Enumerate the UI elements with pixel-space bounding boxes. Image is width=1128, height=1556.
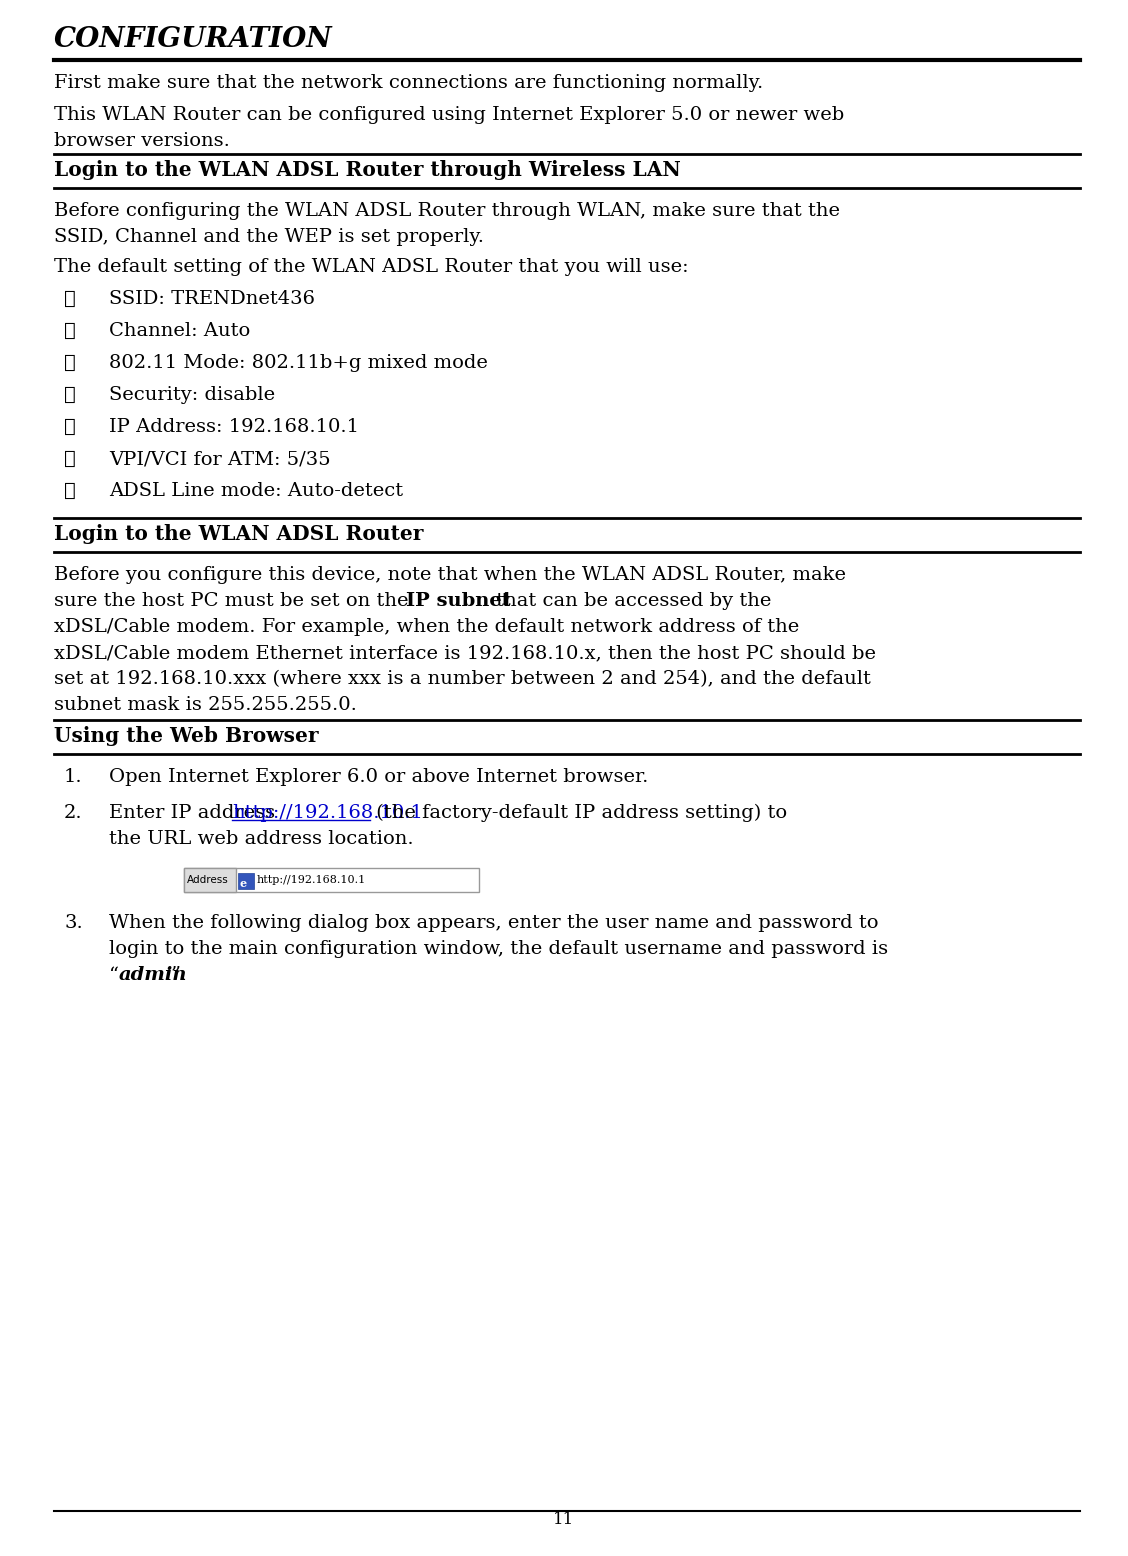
Text: 802.11 Mode: 802.11b+g mixed mode: 802.11 Mode: 802.11b+g mixed mode <box>109 355 488 372</box>
Text: First make sure that the network connections are functioning normally.: First make sure that the network connect… <box>54 75 764 92</box>
Text: Before you configure this device, note that when the WLAN ADSL Router, make: Before you configure this device, note t… <box>54 566 846 584</box>
Text: ✓: ✓ <box>64 482 76 499</box>
Text: ✓: ✓ <box>64 355 76 372</box>
Text: ”.: ”. <box>171 966 187 983</box>
Text: Open Internet Explorer 6.0 or above Internet browser.: Open Internet Explorer 6.0 or above Inte… <box>109 769 649 786</box>
Text: CONFIGURATION: CONFIGURATION <box>54 26 333 53</box>
Text: xDSL/Cable modem. For example, when the default network address of the: xDSL/Cable modem. For example, when the … <box>54 618 800 636</box>
Text: that can be accessed by the: that can be accessed by the <box>490 591 772 610</box>
Text: ✓: ✓ <box>64 419 76 436</box>
Text: the URL web address location.: the URL web address location. <box>109 829 414 848</box>
Text: sure the host PC must be set on the: sure the host PC must be set on the <box>54 591 415 610</box>
Text: This WLAN Router can be configured using Internet Explorer 5.0 or newer web: This WLAN Router can be configured using… <box>54 106 844 124</box>
Text: 2.: 2. <box>64 804 82 822</box>
Text: Login to the WLAN ADSL Router: Login to the WLAN ADSL Router <box>54 524 423 545</box>
Bar <box>184 868 236 892</box>
Text: SSID: TRENDnet436: SSID: TRENDnet436 <box>109 289 315 308</box>
Text: Address: Address <box>187 874 229 885</box>
Text: Before configuring the WLAN ADSL Router through WLAN, make sure that the: Before configuring the WLAN ADSL Router … <box>54 202 840 219</box>
Text: IP Address: 192.168.10.1: IP Address: 192.168.10.1 <box>109 419 359 436</box>
Text: When the following dialog box appears, enter the user name and password to: When the following dialog box appears, e… <box>109 913 879 932</box>
Text: ✓: ✓ <box>64 450 76 468</box>
Text: Using the Web Browser: Using the Web Browser <box>54 727 318 745</box>
Text: (the factory-default IP address setting) to: (the factory-default IP address setting)… <box>370 804 787 822</box>
Text: admin: admin <box>118 966 187 983</box>
Bar <box>238 873 254 888</box>
Text: ✓: ✓ <box>64 386 76 405</box>
Text: Security: disable: Security: disable <box>109 386 275 405</box>
Text: 3.: 3. <box>64 913 82 932</box>
Text: http://192.168.10.1: http://192.168.10.1 <box>232 804 423 822</box>
Text: browser versions.: browser versions. <box>54 132 230 149</box>
Bar <box>184 868 479 892</box>
Text: ✓: ✓ <box>64 289 76 308</box>
Text: Enter IP address: Enter IP address <box>109 804 281 822</box>
Text: Channel: Auto: Channel: Auto <box>109 322 250 341</box>
Text: login to the main configuration window, the default username and password is: login to the main configuration window, … <box>109 940 888 958</box>
Text: set at 192.168.10.xxx (where xxx is a number between 2 and 254), and the default: set at 192.168.10.xxx (where xxx is a nu… <box>54 671 871 688</box>
Text: The default setting of the WLAN ADSL Router that you will use:: The default setting of the WLAN ADSL Rou… <box>54 258 688 275</box>
Text: ADSL Line mode: Auto-detect: ADSL Line mode: Auto-detect <box>109 482 403 499</box>
Text: SSID, Channel and the WEP is set properly.: SSID, Channel and the WEP is set properl… <box>54 229 484 246</box>
Text: subnet mask is 255.255.255.0.: subnet mask is 255.255.255.0. <box>54 696 356 714</box>
Text: VPI/VCI for ATM: 5/35: VPI/VCI for ATM: 5/35 <box>109 450 331 468</box>
Text: ✓: ✓ <box>64 322 76 341</box>
Text: e: e <box>239 878 246 888</box>
Text: Login to the WLAN ADSL Router through Wireless LAN: Login to the WLAN ADSL Router through Wi… <box>54 160 681 180</box>
Text: 11: 11 <box>554 1511 574 1528</box>
Text: xDSL/Cable modem Ethernet interface is 192.168.10.x, then the host PC should be: xDSL/Cable modem Ethernet interface is 1… <box>54 644 876 661</box>
Text: IP subnet: IP subnet <box>406 591 511 610</box>
Text: “: “ <box>109 966 118 983</box>
Text: http://192.168.10.1: http://192.168.10.1 <box>257 874 367 885</box>
Text: 1.: 1. <box>64 769 82 786</box>
